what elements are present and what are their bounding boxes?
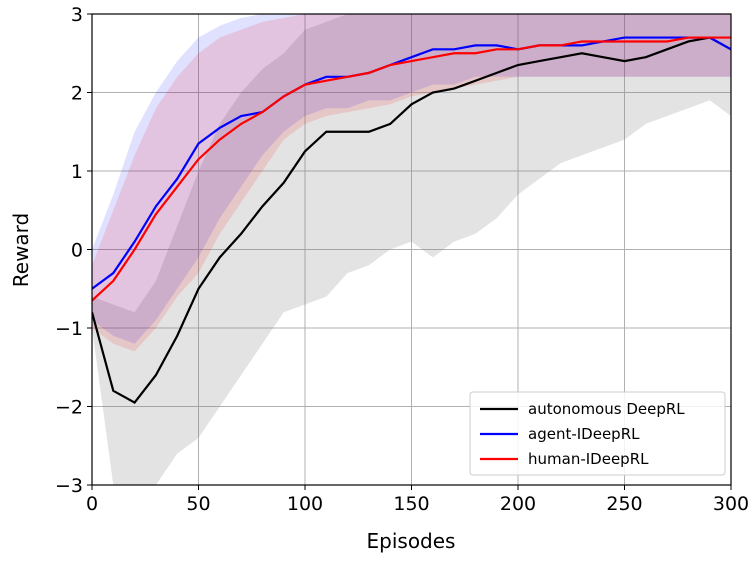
y-axis-label: Reward bbox=[9, 213, 33, 287]
legend-box bbox=[469, 391, 726, 476]
y-tick-label: 2 bbox=[71, 83, 83, 105]
y-tick-label: 3 bbox=[71, 4, 83, 26]
plot bbox=[92, 14, 731, 485]
legend-label: human-IDeepRL bbox=[528, 450, 649, 468]
line bbox=[92, 36, 731, 290]
x-tick-label: 250 bbox=[606, 493, 642, 515]
x-tick-label: 150 bbox=[393, 493, 429, 515]
line bbox=[92, 36, 731, 302]
y-tick-label: 1 bbox=[71, 161, 83, 183]
y-tick-label: −2 bbox=[55, 397, 83, 419]
plot-frame bbox=[91, 13, 732, 486]
x-tick-label: 300 bbox=[713, 493, 749, 515]
x-tick-label: 50 bbox=[186, 493, 210, 515]
y-tick-label: 0 bbox=[71, 240, 83, 262]
x-tick-label: 100 bbox=[287, 493, 323, 515]
x-tick-label: 200 bbox=[500, 493, 536, 515]
y-tick-label: −1 bbox=[55, 318, 83, 340]
x-tick-label: 0 bbox=[86, 493, 98, 515]
line bbox=[92, 36, 731, 404]
legend-label: agent-IDeepRL bbox=[528, 425, 640, 443]
x-axis-label: Episodes bbox=[367, 529, 456, 553]
band bbox=[92, 14, 731, 344]
y-tick-label: −3 bbox=[55, 475, 83, 497]
band bbox=[92, 14, 731, 352]
band bbox=[92, 14, 731, 485]
legend-label: autonomous DeepRL bbox=[528, 400, 685, 418]
